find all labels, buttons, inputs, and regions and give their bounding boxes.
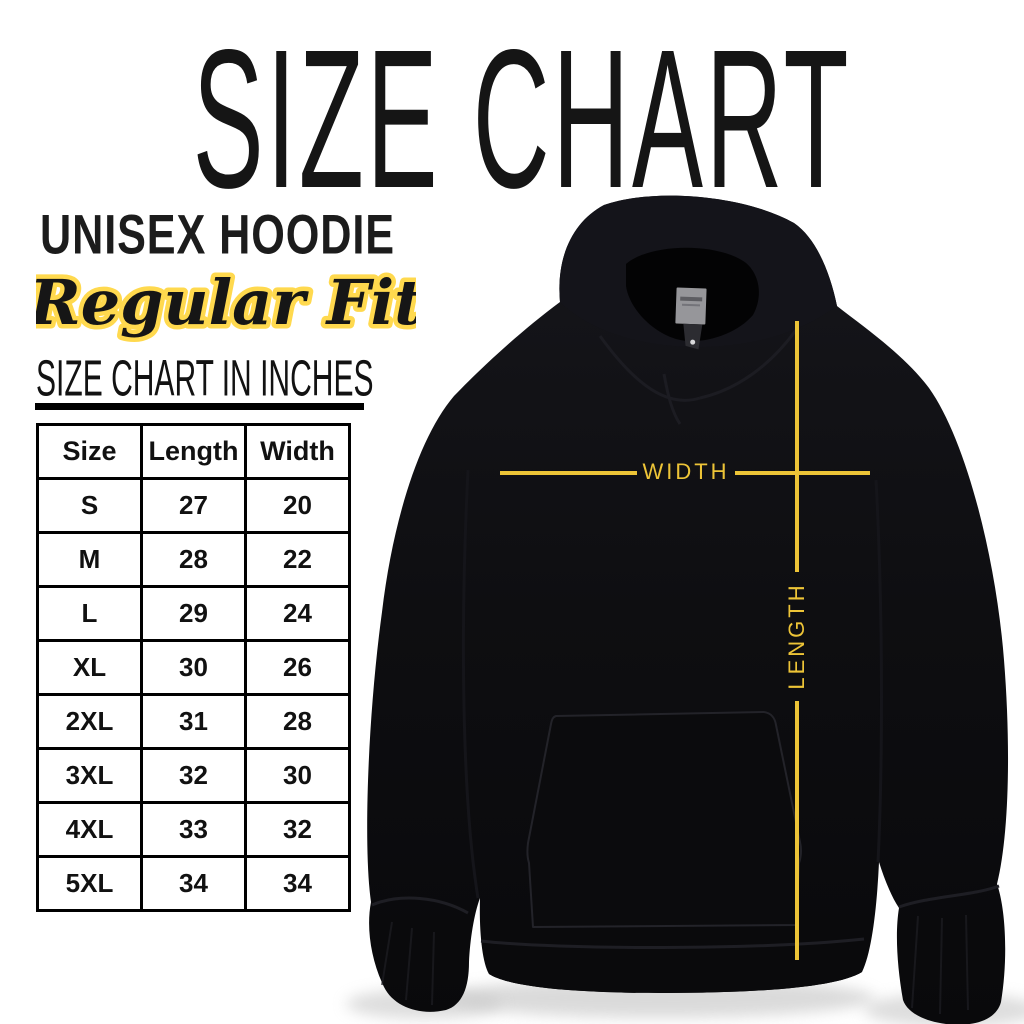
table-row: M 28 22 bbox=[36, 531, 351, 588]
length-cell: 30 bbox=[140, 639, 247, 696]
hood-drape-seams bbox=[598, 329, 798, 425]
size-table-heading: SIZE CHART IN INCHES bbox=[36, 351, 374, 408]
product-name: UNISEX HOODIE bbox=[40, 205, 395, 267]
width-cell: 30 bbox=[244, 747, 351, 804]
heading-underline bbox=[35, 403, 364, 410]
table-row: XL 30 26 bbox=[36, 639, 351, 696]
table-row: 2XL 31 28 bbox=[36, 693, 351, 750]
left-cuff bbox=[371, 896, 469, 1006]
column-header-width: Width bbox=[244, 423, 351, 480]
size-cell: XL bbox=[36, 639, 143, 696]
page-title: SIZE CHART bbox=[192, 8, 852, 230]
hem-band bbox=[481, 939, 864, 993]
size-cell: M bbox=[36, 531, 143, 588]
hem-seam bbox=[480, 937, 865, 950]
length-cell: 29 bbox=[140, 585, 247, 642]
table-row: L 29 24 bbox=[36, 585, 351, 642]
column-header-size: Size bbox=[36, 423, 143, 480]
table-row: S 27 20 bbox=[36, 477, 351, 534]
width-cell: 28 bbox=[244, 693, 351, 750]
length-cell: 32 bbox=[140, 747, 247, 804]
sleeve-seams bbox=[461, 469, 883, 899]
width-measure-line-right bbox=[735, 471, 870, 475]
table-row: 4XL 33 32 bbox=[36, 801, 351, 858]
width-cell: 22 bbox=[244, 531, 351, 588]
width-cell: 20 bbox=[244, 477, 351, 534]
table-row: 3XL 32 30 bbox=[36, 747, 351, 804]
size-cell: 3XL bbox=[36, 747, 143, 804]
right-cuff bbox=[898, 884, 1000, 1015]
column-header-length: Length bbox=[140, 423, 247, 480]
length-cell: 33 bbox=[140, 801, 247, 858]
width-label: WIDTH bbox=[642, 459, 730, 484]
size-cell: 5XL bbox=[36, 855, 143, 912]
length-cell: 31 bbox=[140, 693, 247, 750]
size-cell: 4XL bbox=[36, 801, 143, 858]
width-cell: 32 bbox=[244, 801, 351, 858]
length-cell: 34 bbox=[140, 855, 247, 912]
neck-tag bbox=[675, 287, 707, 350]
size-cell: S bbox=[36, 477, 143, 534]
size-table: Size Length Width S 27 20 M 28 22 L 29 2… bbox=[36, 423, 351, 912]
length-measure-line-top bbox=[795, 321, 799, 572]
width-cell: 24 bbox=[244, 585, 351, 642]
fit-script-graphic: Regular Fit bbox=[36, 262, 416, 344]
fit-label: Regular Fit bbox=[36, 266, 416, 339]
size-cell: L bbox=[36, 585, 143, 642]
length-label: LENGTH bbox=[784, 582, 809, 690]
length-measure-line-bottom bbox=[795, 701, 799, 960]
width-cell: 34 bbox=[244, 855, 351, 912]
width-measure-line-left bbox=[500, 471, 637, 475]
size-cell: 2XL bbox=[36, 693, 143, 750]
kangaroo-pocket bbox=[526, 711, 803, 928]
table-header-row: Size Length Width bbox=[36, 423, 351, 480]
length-cell: 27 bbox=[140, 477, 247, 534]
table-row: 5XL 34 34 bbox=[36, 855, 351, 912]
hoodie-silhouette bbox=[367, 195, 1009, 1024]
width-cell: 26 bbox=[244, 639, 351, 696]
length-cell: 28 bbox=[140, 531, 247, 588]
